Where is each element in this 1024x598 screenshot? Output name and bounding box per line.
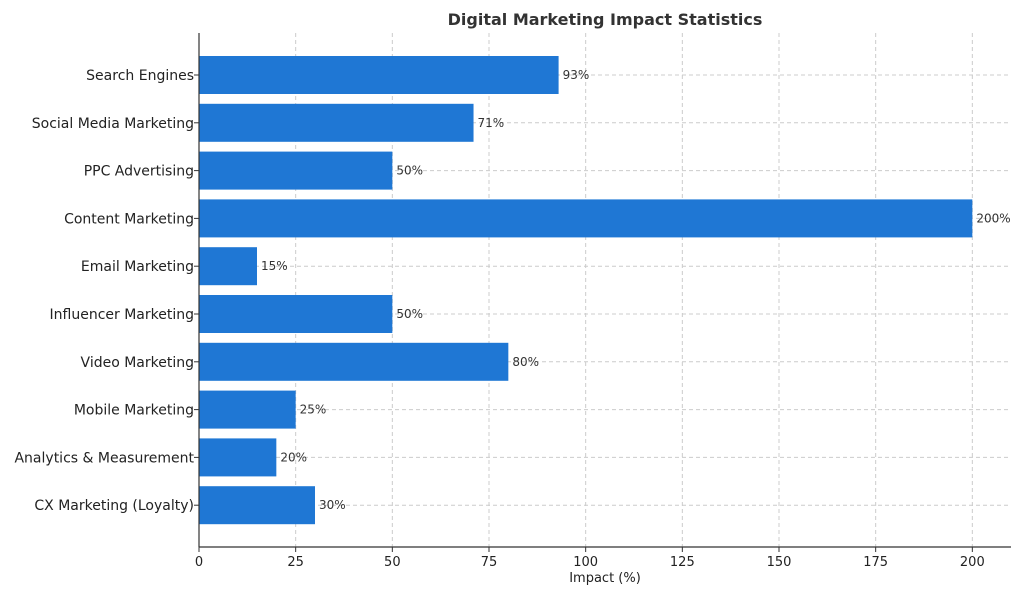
category-label: Social Media Marketing <box>32 116 194 132</box>
x-tick-label: 75 <box>481 555 498 570</box>
bar-value-label: 25% <box>300 403 327 417</box>
category-label: Email Marketing <box>81 259 194 275</box>
bar <box>199 103 474 142</box>
bar-value-label: 200% <box>976 211 1010 225</box>
bar <box>199 151 393 190</box>
category-label: Video Marketing <box>81 355 194 371</box>
category-label: CX Marketing (Loyalty) <box>34 498 194 514</box>
category-label: Influencer Marketing <box>50 307 194 323</box>
value-labels: 93% 71% 50% 200% 15% 50% 80% 25% 20% 30% <box>261 68 1011 512</box>
x-tick-label: 50 <box>384 555 401 570</box>
x-tick-label: 150 <box>767 555 792 570</box>
bar-value-label: 93% <box>563 68 590 82</box>
bar <box>199 199 973 238</box>
bar <box>199 486 315 525</box>
bar <box>199 295 393 333</box>
bar-value-label: 15% <box>261 259 288 273</box>
chart-title: Digital Marketing Impact Statistics <box>448 10 763 29</box>
category-label: Mobile Marketing <box>74 403 194 419</box>
bar-value-label: 50% <box>396 307 423 321</box>
bar <box>199 438 277 477</box>
x-tick-label: 100 <box>573 555 598 570</box>
bar-value-label: 20% <box>280 450 307 464</box>
category-label: Content Marketing <box>64 211 194 227</box>
bar <box>199 390 296 429</box>
bar-value-label: 30% <box>319 498 346 512</box>
bar <box>199 56 559 94</box>
bar-value-label: 71% <box>478 116 505 130</box>
bars <box>199 56 973 525</box>
x-tick-label: 125 <box>670 555 695 570</box>
category-label: Search Engines <box>86 68 194 84</box>
category-label: Analytics & Measurement <box>14 450 194 466</box>
x-tick-label: 0 <box>195 555 203 570</box>
bar-value-label: 80% <box>512 355 539 369</box>
bar <box>199 342 509 381</box>
x-axis-title: Impact (%) <box>569 571 641 586</box>
x-tick-label: 175 <box>863 555 888 570</box>
x-tick-label: 25 <box>287 555 304 570</box>
x-tick-labels: 0 25 50 75 100 125 150 175 200 <box>195 547 985 570</box>
x-tick-label: 200 <box>960 555 985 570</box>
category-labels: Search Engines Social Media Marketing PPC … <box>14 68 199 514</box>
bar-value-label: 50% <box>396 164 423 178</box>
bar <box>199 247 257 286</box>
category-label: PPC Advertising <box>84 164 194 180</box>
